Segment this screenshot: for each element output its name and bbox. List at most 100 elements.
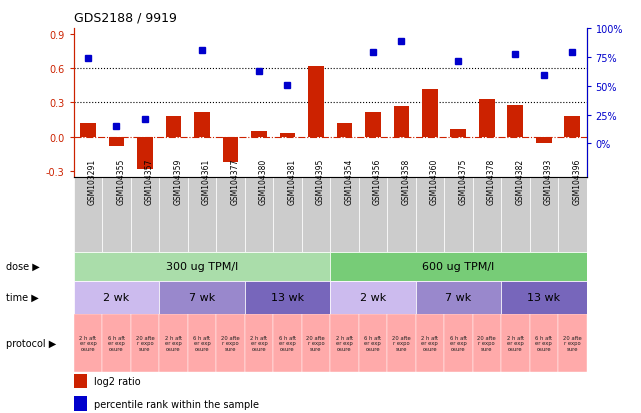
Bar [216,314,245,372]
Bar [358,314,387,372]
Text: GSM104382: GSM104382 [515,158,524,204]
Text: percentile rank within the sample: percentile rank within the sample [94,399,259,409]
Bar [558,178,587,252]
Bar [508,106,523,138]
Bar [273,314,302,372]
Text: 13 wk: 13 wk [527,292,560,302]
Bar [308,66,324,138]
Text: GSM104393: GSM104393 [544,158,553,204]
Bar [245,178,273,252]
Text: 20 afte
r expo
sure: 20 afte r expo sure [306,335,325,351]
Text: GSM104380: GSM104380 [259,158,268,204]
Text: dose ▶: dose ▶ [6,261,40,271]
Text: GSM104356: GSM104356 [373,158,382,204]
Text: 2 h aft
er exp
osure: 2 h aft er exp osure [336,335,353,351]
Bar [337,124,352,138]
Bar [102,178,131,252]
Text: protocol ▶: protocol ▶ [6,338,56,348]
Text: 20 afte
r expo
sure: 20 afte r expo sure [563,335,581,351]
Text: 2 h aft
er exp
osure: 2 h aft er exp osure [421,335,438,351]
Bar [108,138,124,147]
Bar [358,178,387,252]
Text: 2 h aft
er exp
osure: 2 h aft er exp osure [507,335,524,351]
Bar [159,314,188,372]
Bar [165,117,181,138]
Bar [80,124,96,138]
Text: 7 wk: 7 wk [445,292,471,302]
Text: 6 h aft
er exp
osure: 6 h aft er exp osure [535,335,553,351]
Text: GSM104378: GSM104378 [487,158,495,204]
Text: 2 h aft
er exp
osure: 2 h aft er exp osure [165,335,182,351]
Text: GSM104360: GSM104360 [430,158,439,204]
Bar [365,112,381,138]
Bar [159,281,245,314]
Bar [131,314,159,372]
Bar [501,281,587,314]
Bar [558,314,587,372]
Text: GSM104354: GSM104354 [344,158,353,204]
Bar [501,314,529,372]
Text: GSM104375: GSM104375 [458,158,467,204]
Bar [74,281,159,314]
Text: GSM104358: GSM104358 [401,158,410,204]
Bar [387,314,415,372]
Text: 20 afte
r expo
sure: 20 afte r expo sure [221,335,240,351]
Bar [451,130,466,138]
Bar [422,90,438,138]
Bar [74,252,330,281]
Text: 13 wk: 13 wk [271,292,304,302]
Text: 6 h aft
er exp
osure: 6 h aft er exp osure [279,335,296,351]
Bar [251,132,267,138]
Bar [102,314,131,372]
Bar [394,107,409,138]
Text: 6 h aft
er exp
osure: 6 h aft er exp osure [364,335,381,351]
Bar [479,100,495,138]
Text: GSM104357: GSM104357 [145,158,154,204]
Bar [74,178,102,252]
Text: log2 ratio: log2 ratio [94,376,141,386]
Bar [131,178,159,252]
Bar [222,138,238,163]
Bar [472,314,501,372]
Bar [415,314,444,372]
Bar [74,314,102,372]
Text: GSM104381: GSM104381 [287,158,296,204]
Text: GSM104359: GSM104359 [174,158,183,204]
Bar [302,178,330,252]
Bar [529,314,558,372]
Text: time ▶: time ▶ [6,292,39,302]
Text: 20 afte
r expo
sure: 20 afte r expo sure [478,335,496,351]
Text: GSM104395: GSM104395 [316,158,325,204]
Bar [444,314,472,372]
Bar [444,178,472,252]
Bar [279,134,296,138]
Bar [330,281,415,314]
Text: GSM103291: GSM103291 [88,158,97,204]
Text: GSM104355: GSM104355 [117,158,126,204]
Bar [387,178,415,252]
Text: 600 ug TPM/l: 600 ug TPM/l [422,261,494,271]
Text: 6 h aft
er exp
osure: 6 h aft er exp osure [108,335,125,351]
Bar [194,112,210,138]
Text: GSM104396: GSM104396 [572,158,581,204]
Text: 2 h aft
er exp
osure: 2 h aft er exp osure [79,335,97,351]
Bar [565,117,580,138]
Bar [330,178,358,252]
Bar [529,178,558,252]
Bar [74,396,87,411]
Text: GDS2188 / 9919: GDS2188 / 9919 [74,12,176,25]
Bar [302,314,330,372]
Bar [245,281,330,314]
Text: 6 h aft
er exp
osure: 6 h aft er exp osure [450,335,467,351]
Text: GSM104377: GSM104377 [230,158,239,204]
Text: GSM104361: GSM104361 [202,158,211,204]
Bar [536,138,552,143]
Text: 2 wk: 2 wk [103,292,129,302]
Text: 2 wk: 2 wk [360,292,386,302]
Bar [330,252,587,281]
Bar [330,314,358,372]
Bar [137,138,153,170]
Bar [245,314,273,372]
Bar [273,178,302,252]
Text: 300 ug TPM/l: 300 ug TPM/l [166,261,238,271]
